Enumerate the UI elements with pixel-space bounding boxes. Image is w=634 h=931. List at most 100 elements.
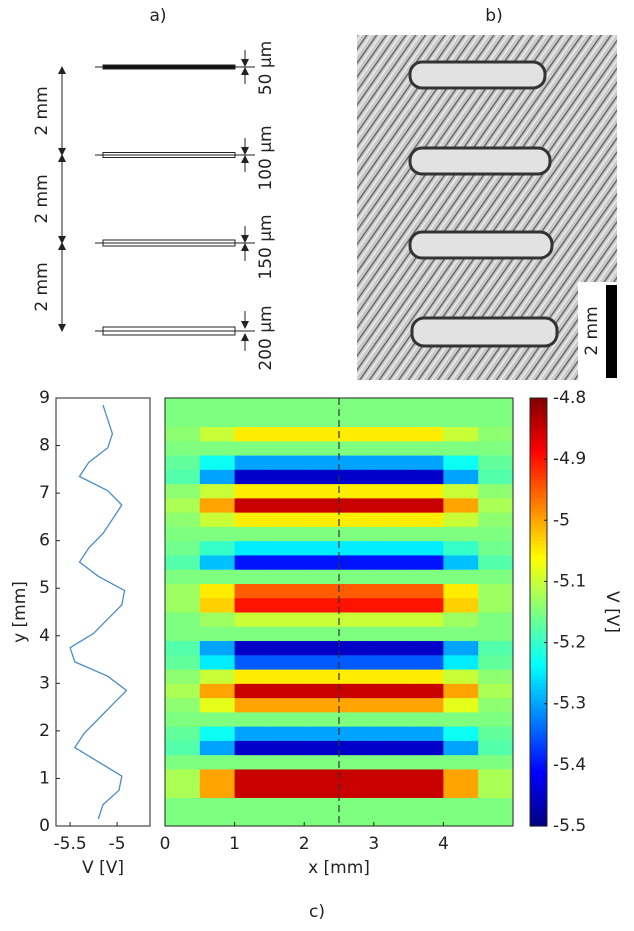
panel-label: a) <box>149 6 166 26</box>
colorbar-step <box>530 533 547 538</box>
heatmap-cell <box>165 426 201 442</box>
colorbar-step <box>530 505 547 510</box>
width-label: 50 µm <box>256 41 276 95</box>
heatmap-cell <box>234 711 270 727</box>
heatmap-cell <box>199 811 236 827</box>
colorbar-step <box>530 565 547 570</box>
heatmap-cell <box>304 583 340 599</box>
colorbar-step <box>530 661 547 667</box>
heatmap-cell <box>234 512 270 527</box>
heatmap-cell <box>304 440 340 456</box>
colorbar-step <box>530 480 547 485</box>
heatmap-cell <box>199 711 236 727</box>
heatmap-cell <box>408 640 444 656</box>
heatmap-cell <box>443 711 479 727</box>
heatmap-cell <box>408 683 444 699</box>
heatmap-cell <box>443 640 479 656</box>
heatmap-cell <box>269 811 305 827</box>
heatmap-cell <box>269 740 305 756</box>
heatmap-cell <box>199 412 236 428</box>
heatmap-cell <box>443 455 479 470</box>
heatmap-cell <box>199 526 236 542</box>
heatmap-cell <box>304 612 340 627</box>
colorbar-tick-label: -4.9 <box>553 449 586 469</box>
colorbar-step <box>530 694 547 699</box>
heatmap-cell <box>234 426 270 442</box>
heatmap-cell <box>408 497 444 513</box>
heatmap-cell <box>304 811 340 827</box>
heatmap-cell <box>269 412 305 428</box>
heatmap-cell <box>234 469 270 485</box>
heatmap-cell <box>339 398 375 413</box>
micrograph-features <box>408 60 559 348</box>
heatmap-cell <box>408 612 444 627</box>
width-label: 150 µm <box>256 214 276 279</box>
heatmap-cell <box>373 569 410 584</box>
heatmap-cell <box>478 569 514 584</box>
heatmap-cell <box>199 669 236 684</box>
heatmap-cell <box>269 569 305 584</box>
colorbar-step <box>530 487 547 492</box>
colorbar-step <box>530 590 547 595</box>
colorbar-step <box>530 811 547 816</box>
heatmap-cell <box>304 469 340 485</box>
colorbar-step <box>530 398 547 403</box>
heatmap-cell <box>339 711 375 727</box>
heatmap-cell <box>165 726 201 741</box>
heatmap-cell <box>234 640 270 656</box>
heatmap-cell <box>304 683 340 699</box>
heatmap-cell <box>269 497 305 513</box>
colorbar-step <box>530 540 547 545</box>
colorbar-tick-label: -5 <box>553 510 570 530</box>
axes-frame <box>164 397 514 827</box>
colorbar-step <box>530 815 547 820</box>
heatmap-cell <box>234 583 270 599</box>
y-tick-label: 8 <box>39 436 50 456</box>
heatmap-cell <box>165 597 201 613</box>
colorbar-step <box>530 508 547 513</box>
colorbar-step <box>530 711 547 717</box>
heatmap-cell <box>478 526 514 542</box>
colorbar-step <box>530 722 547 727</box>
colorbar-step <box>530 401 547 406</box>
colorbar-step <box>530 447 547 453</box>
colorbar-step <box>530 601 547 606</box>
heatmap-cell <box>373 669 410 684</box>
diagram <box>58 50 255 351</box>
heatmap-cell <box>339 669 375 684</box>
colorbar-step <box>530 451 547 456</box>
colorbar-step <box>530 483 547 488</box>
heatmap-cell <box>373 597 410 613</box>
heatmap-cell <box>373 426 410 442</box>
heatmap-cell <box>443 697 479 713</box>
heatmap-cell <box>408 440 444 456</box>
colorbar-step <box>530 790 547 795</box>
heatmap-cell <box>199 654 236 670</box>
heatmap-cell <box>269 726 305 741</box>
colorbar-step <box>530 640 547 645</box>
heatmap-cell <box>165 697 201 713</box>
heatmap-cell <box>269 711 305 727</box>
heatmap-cell <box>408 740 444 756</box>
heatmap-cell <box>165 768 201 784</box>
profile-line <box>69 404 128 820</box>
heatmap-cell <box>269 640 305 656</box>
heatmap-cell <box>478 497 514 513</box>
heatmap-cell <box>304 726 340 741</box>
colorbar-step <box>530 776 547 781</box>
heatmap-cell <box>478 783 514 798</box>
colorbar-step <box>530 537 547 542</box>
heatmap-cell <box>199 640 236 656</box>
heatmap-cell <box>408 512 444 527</box>
x-tick-label: -5.5 <box>54 834 87 854</box>
heatmap-cell <box>199 426 236 442</box>
x-axis-label: V [V] <box>82 858 124 878</box>
heatmap-cell <box>234 483 270 499</box>
heatmap-cell <box>234 626 270 642</box>
colorbar-step <box>530 633 547 638</box>
heatmap-cell <box>234 783 270 798</box>
heatmap-cell <box>165 540 201 556</box>
heatmap-cell <box>304 697 340 713</box>
colorbar-step <box>530 619 547 624</box>
spacing-label: 2 mm <box>32 262 52 311</box>
